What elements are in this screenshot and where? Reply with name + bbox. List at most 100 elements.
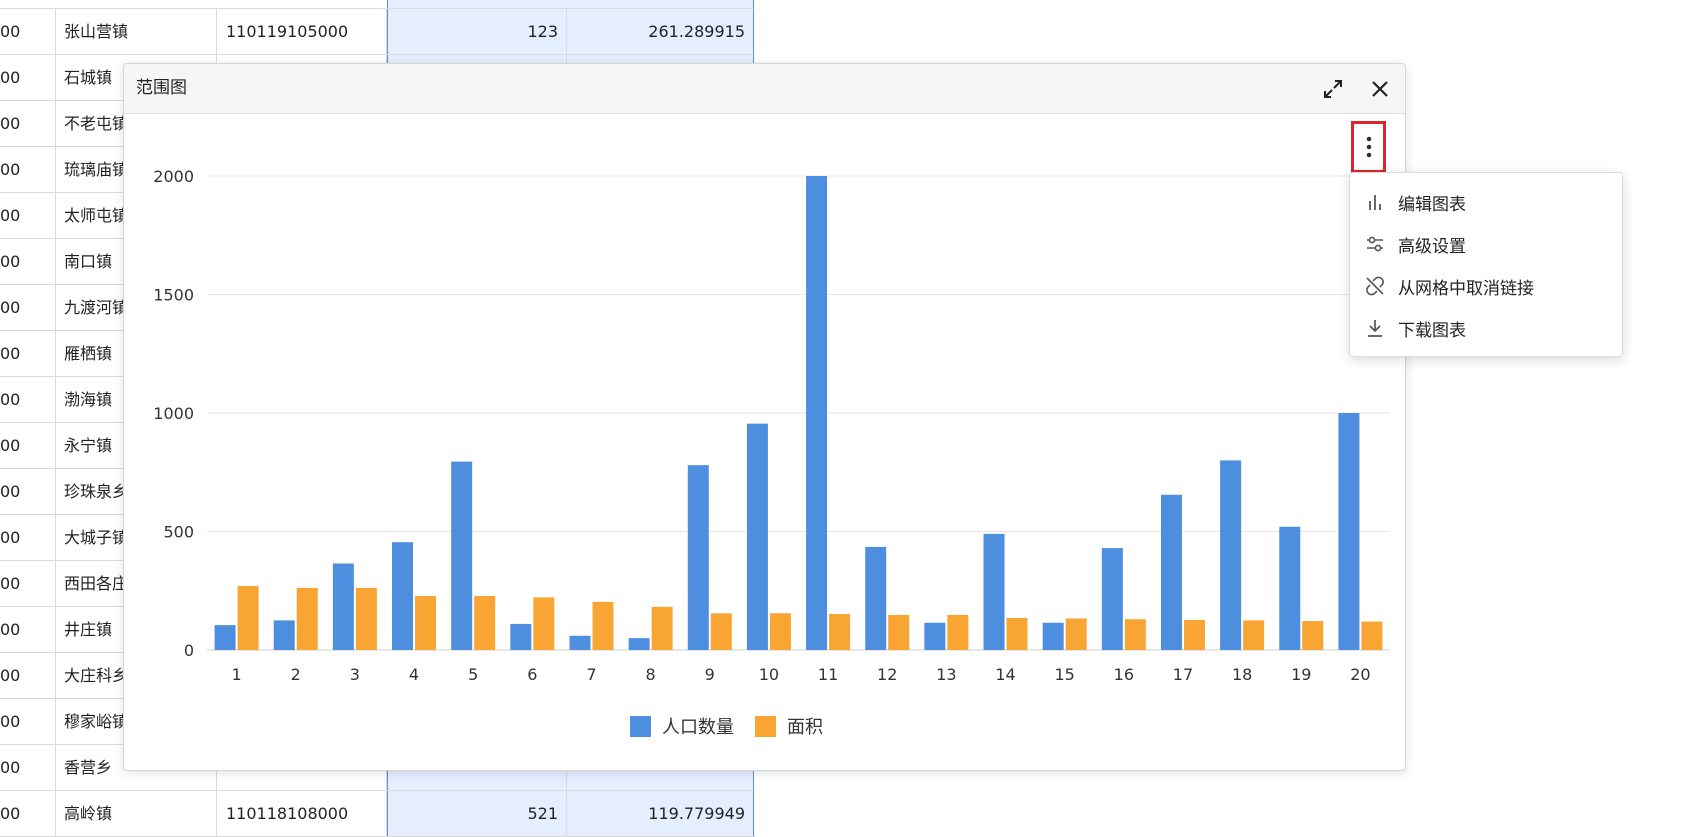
bar-area xyxy=(947,614,969,650)
legend-label: 面积 xyxy=(787,717,823,738)
table-cell[interactable]: 00 xyxy=(0,515,56,560)
bar-area xyxy=(769,613,791,650)
legend-swatch xyxy=(630,716,651,737)
table-cell[interactable]: 00 xyxy=(0,745,56,790)
bar-population xyxy=(1042,622,1064,650)
x-tick-label: 15 xyxy=(1054,665,1074,684)
dialog-header[interactable]: 范围图 xyxy=(124,64,1405,114)
menu-item-unlink[interactable]: 从网格中取消链接 xyxy=(1350,265,1622,307)
bar-area xyxy=(474,595,496,650)
x-tick-label: 1 xyxy=(231,665,241,684)
bar-population xyxy=(1101,548,1123,650)
bar-population xyxy=(332,563,354,650)
bar-area xyxy=(1302,621,1324,650)
table-cell[interactable]: 00 xyxy=(0,791,56,836)
table-cell[interactable]: 00 xyxy=(0,377,56,422)
bar-population xyxy=(746,423,768,650)
y-tick-label: 0 xyxy=(184,641,194,660)
table-cell[interactable]: 119.779949 xyxy=(567,791,754,836)
bar-population xyxy=(1160,494,1182,650)
table-cell[interactable]: 521 xyxy=(387,791,567,836)
menu-item-label: 下载图表 xyxy=(1398,320,1466,341)
menu-item-edit-chart[interactable]: 编辑图表 xyxy=(1350,181,1622,223)
table-cell[interactable]: 高岭镇 xyxy=(56,791,217,836)
y-tick-label: 1000 xyxy=(153,404,194,423)
x-tick-label: 16 xyxy=(1114,665,1134,684)
x-tick-label: 2 xyxy=(291,665,301,684)
table-cell[interactable]: 00 xyxy=(0,9,56,54)
bar-area xyxy=(1361,621,1383,650)
table-cell[interactable]: 00 xyxy=(0,147,56,192)
table-cell[interactable]: 00 xyxy=(0,469,56,514)
table-cell[interactable]: 张山营镇 xyxy=(56,9,217,54)
table-cell[interactable]: 00 xyxy=(0,285,56,330)
legend-label: 人口数量 xyxy=(662,717,734,738)
table-cell[interactable]: 00 xyxy=(0,239,56,284)
x-tick-label: 8 xyxy=(646,665,656,684)
y-tick-label: 2000 xyxy=(153,167,194,186)
x-tick-label: 6 xyxy=(527,665,537,684)
x-tick-label: 17 xyxy=(1173,665,1193,684)
bar-area xyxy=(1124,619,1146,650)
table-cell[interactable]: 261.289915 xyxy=(567,9,754,54)
bar-area xyxy=(651,606,673,650)
table-row[interactable]: 00 高岭镇 110118108000 521 119.779949 xyxy=(0,791,755,837)
table-cell[interactable]: 00 xyxy=(0,699,56,744)
bar-population xyxy=(924,622,946,650)
menu-item-advanced-settings[interactable]: 高级设置 xyxy=(1350,223,1622,265)
table-row[interactable]: 00 张山营镇 110119105000 123 261.289915 xyxy=(0,9,755,55)
x-tick-label: 3 xyxy=(350,665,360,684)
bar-area xyxy=(415,595,437,650)
menu-item-label: 高级设置 xyxy=(1398,236,1466,257)
bar-area xyxy=(710,613,732,650)
close-button[interactable] xyxy=(1367,76,1393,102)
table-cell[interactable]: 110118108000 xyxy=(217,791,387,836)
bar-population xyxy=(865,546,887,650)
bar-population xyxy=(806,176,828,650)
bar-area xyxy=(592,601,614,650)
menu-item-label: 编辑图表 xyxy=(1398,194,1466,215)
bar-population xyxy=(510,623,532,650)
table-cell[interactable]: 00 xyxy=(0,55,56,100)
bar-population xyxy=(273,620,295,650)
table-cell[interactable]: 00 xyxy=(0,653,56,698)
bar-area xyxy=(355,587,377,650)
menu-item-download-chart[interactable]: 下载图表 xyxy=(1350,307,1622,349)
bar-population xyxy=(1338,413,1360,650)
dialog-title: 范围图 xyxy=(136,78,187,98)
menu-item-label: 从网格中取消链接 xyxy=(1398,278,1534,299)
table-cell[interactable]: 00 xyxy=(0,607,56,652)
x-tick-label: 4 xyxy=(409,665,419,684)
bar-population xyxy=(687,465,709,650)
table-cell[interactable]: 00 xyxy=(0,101,56,146)
bar-chart-icon xyxy=(1364,191,1386,213)
table-cell[interactable]: 123 xyxy=(387,9,567,54)
chart-context-menu: 编辑图表 高级设置 从网格中取消链接 下载图表 xyxy=(1349,172,1623,357)
table-cell[interactable]: 110119105000 xyxy=(217,9,387,54)
table-cell[interactable]: 00 xyxy=(0,193,56,238)
bar-area xyxy=(533,597,555,650)
legend-swatch xyxy=(755,716,776,737)
bar-population xyxy=(983,533,1005,650)
bar-population xyxy=(392,542,414,650)
close-icon xyxy=(1372,81,1388,97)
bar-area xyxy=(1065,618,1087,650)
x-tick-label: 18 xyxy=(1232,665,1252,684)
bar-population xyxy=(214,625,236,650)
sliders-icon xyxy=(1364,233,1386,255)
chart-menu-button[interactable] xyxy=(1351,121,1386,173)
maximize-button[interactable] xyxy=(1320,76,1346,102)
maximize-icon xyxy=(1324,80,1342,98)
bar-area xyxy=(296,587,318,650)
bar-population xyxy=(1279,526,1301,650)
more-vertical-icon xyxy=(1366,136,1371,158)
bar-population xyxy=(628,638,650,650)
bar-area xyxy=(888,614,910,650)
table-cell[interactable]: 00 xyxy=(0,561,56,606)
x-tick-label: 20 xyxy=(1350,665,1370,684)
table-cell[interactable]: 00 xyxy=(0,331,56,376)
y-tick-label: 500 xyxy=(163,523,194,542)
x-tick-label: 7 xyxy=(586,665,596,684)
table-cell[interactable]: 00 xyxy=(0,423,56,468)
x-tick-label: 13 xyxy=(936,665,956,684)
